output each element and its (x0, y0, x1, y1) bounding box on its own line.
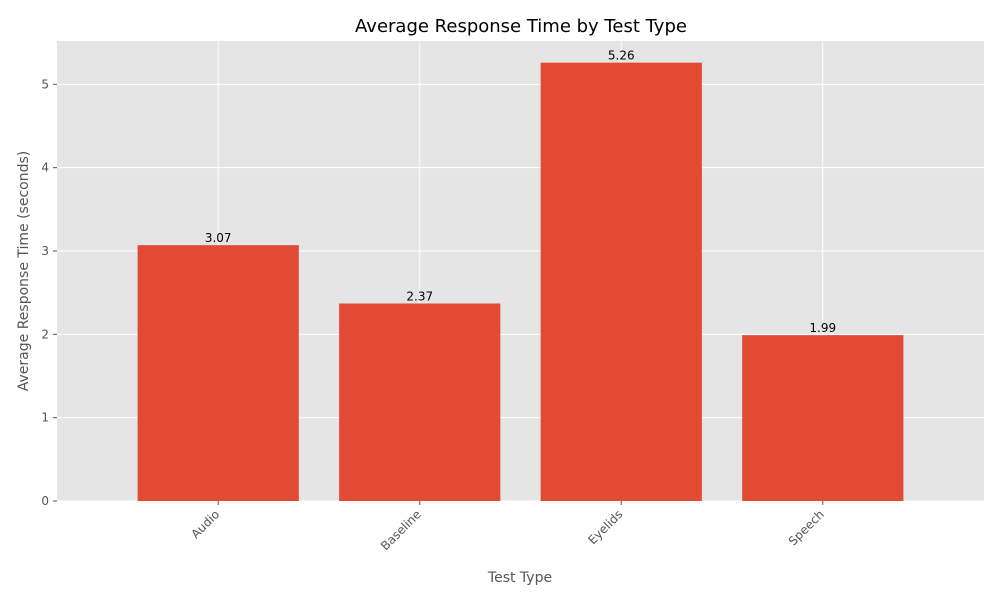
bars (137, 62, 904, 502)
y-axis: 0 1 2 3 4 5 (41, 77, 57, 508)
x-tick-label: Audio (188, 507, 222, 541)
y-axis-label: Average Response Time (seconds) (16, 151, 32, 392)
y-tick-label: 5 (41, 77, 49, 91)
y-tick-label: 4 (41, 161, 49, 175)
y-tick-label: 2 (41, 327, 49, 341)
bar-audio (137, 245, 299, 501)
x-tick-label: Speech (786, 507, 827, 548)
bar-eyelids (540, 62, 702, 502)
chart-title: Average Response Time by Test Type (355, 16, 687, 37)
x-axis-label: Test Type (487, 570, 552, 586)
y-tick-label: 3 (41, 244, 49, 258)
x-tick-label: Eyelids (585, 507, 625, 547)
data-label-eyelids: 5.26 (608, 49, 635, 63)
y-tick-label: 0 (41, 494, 49, 508)
y-tick-label: 1 (41, 411, 49, 425)
x-tick-label: Baseline (378, 507, 424, 553)
bar-baseline (339, 303, 501, 501)
bar-speech (742, 335, 904, 501)
data-label-speech: 1.99 (809, 321, 836, 335)
x-axis: Audio Baseline Eyelids Speech (188, 501, 827, 553)
data-labels: 3.07 2.37 5.26 1.99 (205, 49, 836, 335)
data-label-baseline: 2.37 (406, 290, 433, 304)
data-label-audio: 3.07 (205, 231, 232, 245)
